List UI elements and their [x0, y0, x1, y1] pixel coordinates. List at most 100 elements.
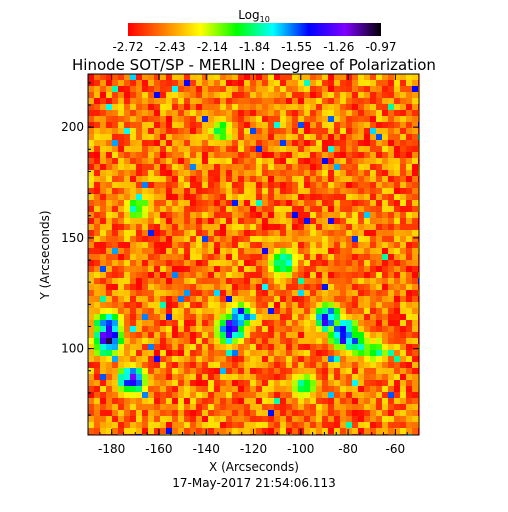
heatmap-cell — [232, 380, 238, 386]
heatmap-cell — [286, 386, 292, 392]
heatmap-cell — [172, 140, 178, 146]
heatmap-cell — [112, 314, 118, 320]
heatmap-cell — [100, 194, 106, 200]
heatmap-cell — [346, 188, 352, 194]
heatmap-cell — [142, 380, 148, 386]
heatmap-cell — [268, 416, 274, 422]
heatmap-cell — [100, 320, 106, 326]
heatmap-cell — [298, 242, 304, 248]
heatmap-cell — [184, 398, 190, 404]
heatmap-cell — [244, 290, 250, 296]
heatmap-cell — [178, 176, 184, 182]
heatmap-cell — [328, 146, 334, 152]
heatmap-cell — [238, 122, 244, 128]
heatmap-cell — [142, 362, 148, 368]
heatmap-cell — [340, 320, 346, 326]
heatmap-cell — [346, 74, 352, 80]
heatmap-cell — [106, 404, 112, 410]
heatmap-cell — [142, 182, 148, 188]
heatmap-cell — [346, 212, 352, 218]
heatmap-cell — [226, 170, 232, 176]
heatmap-cell — [208, 296, 214, 302]
heatmap-cell — [334, 128, 340, 134]
heatmap-cell — [88, 392, 94, 398]
heatmap-cell — [166, 116, 172, 122]
heatmap-cell — [208, 314, 214, 320]
heatmap-cell — [184, 206, 190, 212]
heatmap-cell — [388, 332, 394, 338]
heatmap-cell — [334, 134, 340, 140]
heatmap-cell — [160, 200, 166, 206]
heatmap-cell — [274, 410, 280, 416]
heatmap-cell — [352, 188, 358, 194]
heatmap-cell — [202, 416, 208, 422]
heatmap-cell — [352, 176, 358, 182]
heatmap-cell — [352, 356, 358, 362]
heatmap-cell — [112, 218, 118, 224]
heatmap-cell — [142, 80, 148, 86]
heatmap-cell — [346, 410, 352, 416]
heatmap-cell — [310, 152, 316, 158]
heatmap-cell — [268, 242, 274, 248]
heatmap-cell — [334, 290, 340, 296]
heatmap-cell — [118, 290, 124, 296]
heatmap-cell — [292, 242, 298, 248]
heatmap-cell — [370, 122, 376, 128]
heatmap-cell — [226, 362, 232, 368]
heatmap-cell — [376, 272, 382, 278]
heatmap-cell — [142, 350, 148, 356]
heatmap-cell — [94, 98, 100, 104]
heatmap-cell — [112, 242, 118, 248]
heatmap-cell — [340, 284, 346, 290]
heatmap-cell — [406, 236, 412, 242]
heatmap-cell — [190, 344, 196, 350]
heatmap-cell — [376, 380, 382, 386]
heatmap-cell — [136, 404, 142, 410]
heatmap-cell — [178, 416, 184, 422]
heatmap-cell — [322, 386, 328, 392]
heatmap-cell — [346, 332, 352, 338]
heatmap-cell — [340, 146, 346, 152]
heatmap-cell — [376, 140, 382, 146]
heatmap-cell — [136, 74, 142, 80]
heatmap-cell — [106, 164, 112, 170]
heatmap-cell — [214, 416, 220, 422]
x-tick-label: -60 — [386, 442, 406, 456]
heatmap-cell — [346, 362, 352, 368]
heatmap-cell — [160, 176, 166, 182]
heatmap-cell — [220, 368, 226, 374]
heatmap-cell — [280, 86, 286, 92]
heatmap-cell — [190, 212, 196, 218]
heatmap-cell — [286, 260, 292, 266]
heatmap-cell — [208, 128, 214, 134]
heatmap-cell — [286, 134, 292, 140]
heatmap-cell — [340, 104, 346, 110]
heatmap-cell — [94, 116, 100, 122]
heatmap-cell — [334, 302, 340, 308]
heatmap-cell — [94, 356, 100, 362]
heatmap-cell — [328, 86, 334, 92]
heatmap-cell — [88, 176, 94, 182]
heatmap-cell — [184, 380, 190, 386]
heatmap-cell — [268, 188, 274, 194]
heatmap-cell — [304, 368, 310, 374]
heatmap-cell — [202, 326, 208, 332]
heatmap-cell — [220, 86, 226, 92]
heatmap-cell — [364, 422, 370, 428]
heatmap-cell — [316, 134, 322, 140]
heatmap-cell — [316, 128, 322, 134]
heatmap-cell — [160, 122, 166, 128]
heatmap-cell — [274, 170, 280, 176]
heatmap-cell — [268, 308, 274, 314]
heatmap-cell — [274, 194, 280, 200]
heatmap-cell — [334, 170, 340, 176]
heatmap-cell — [106, 296, 112, 302]
heatmap-cell — [130, 350, 136, 356]
heatmap-cell — [100, 344, 106, 350]
heatmap-cell — [316, 80, 322, 86]
heatmap-cell — [334, 272, 340, 278]
heatmap-cell — [166, 170, 172, 176]
heatmap-cell — [370, 110, 376, 116]
heatmap-cell — [112, 416, 118, 422]
heatmap-cell — [154, 176, 160, 182]
